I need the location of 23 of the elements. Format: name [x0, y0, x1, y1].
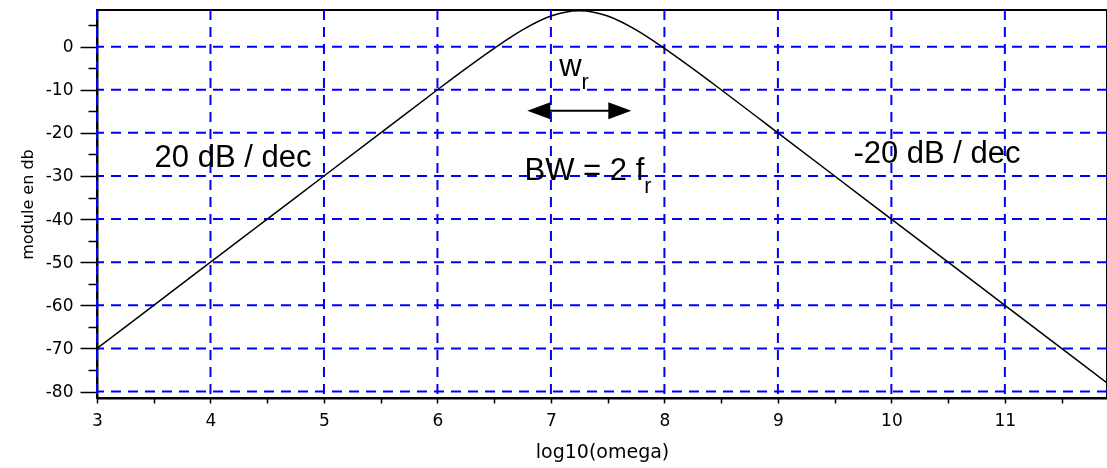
y-tick-label: -20 — [45, 122, 74, 143]
y-tick-label: 0 — [62, 36, 74, 57]
x-tick-label: 9 — [772, 409, 784, 430]
y-tick-label: -10 — [45, 79, 74, 100]
annotation: -20 dB / dec — [853, 135, 1021, 170]
y-axis-title: module en db — [17, 149, 37, 260]
y-tick-label: -80 — [45, 381, 74, 402]
x-axis-title: log10(omega) — [535, 439, 670, 462]
x-tick-label: 5 — [319, 409, 330, 430]
x-tick-label: 4 — [205, 409, 217, 430]
annotation: 20 dB / dec — [154, 139, 312, 174]
x-tick-label: 6 — [432, 409, 444, 430]
x-tick-label: 11 — [994, 409, 1017, 430]
y-tick-label: -60 — [45, 294, 74, 315]
y-tick-label: -70 — [45, 337, 74, 358]
x-tick-label: 3 — [92, 409, 103, 430]
annotation: w$_{r}$ — [558, 48, 589, 94]
y-tick-label: -40 — [45, 208, 74, 229]
x-tick-label: 10 — [881, 409, 903, 430]
y-tick-label: -30 — [45, 165, 74, 186]
x-tick-label: 7 — [546, 409, 557, 430]
x-tick-label: 8 — [659, 409, 671, 430]
y-tick-label: -50 — [45, 251, 74, 272]
